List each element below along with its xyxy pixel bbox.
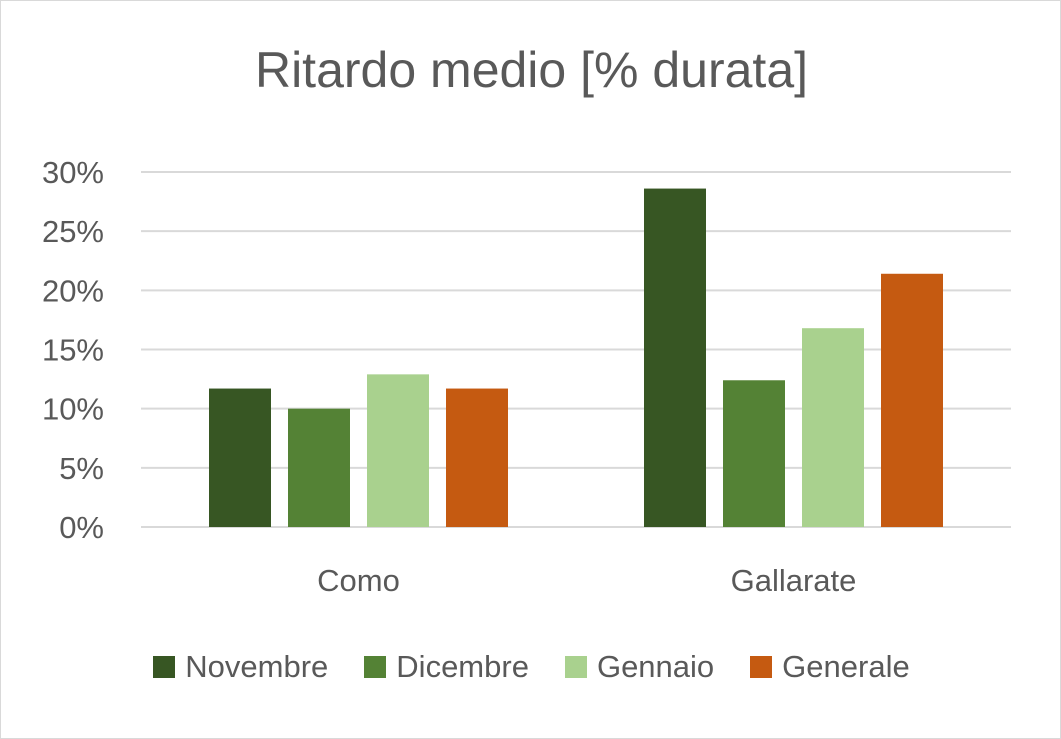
- y-tick-label: 15%: [42, 333, 104, 368]
- y-tick-label: 25%: [42, 214, 104, 249]
- legend-item: Gennaio: [564, 649, 715, 685]
- legend-label: Novembre: [185, 649, 329, 684]
- bar-dicembre-como: [288, 408, 350, 527]
- y-tick-label: 10%: [42, 392, 104, 427]
- legend-swatch: [364, 656, 387, 678]
- legend-swatch: [564, 656, 587, 678]
- legend-item: Novembre: [153, 649, 328, 685]
- bar-gennaio-gallarate: [802, 328, 864, 527]
- bar-dicembre-gallarate: [723, 380, 785, 527]
- legend-label: Gennaio: [596, 649, 715, 684]
- legend-label: Generale: [782, 649, 910, 684]
- y-tick-label: 20%: [42, 273, 104, 308]
- bar-generale-como: [446, 388, 508, 527]
- x-category-label: Gallarate: [731, 563, 857, 598]
- bar-generale-gallarate: [881, 273, 943, 527]
- legend-swatch: [153, 656, 176, 678]
- y-tick-label: 0%: [59, 510, 104, 545]
- legend-item: Dicembre: [364, 649, 529, 685]
- bar-novembre-gallarate: [644, 188, 706, 528]
- chart-title: Ritardo medio [% durata]: [254, 42, 809, 98]
- legend: Novembre Dicembre Gennaio Generale: [1, 649, 1060, 685]
- legend-swatch: [750, 656, 773, 678]
- y-tick-label: 5%: [59, 451, 104, 486]
- legend-label: Dicembre: [396, 649, 529, 684]
- bar-gennaio-como: [367, 374, 429, 527]
- bar-novembre-como: [209, 388, 271, 527]
- x-category-label: Como: [317, 563, 400, 598]
- legend-item: Generale: [750, 649, 910, 685]
- y-tick-label: 30%: [42, 155, 104, 190]
